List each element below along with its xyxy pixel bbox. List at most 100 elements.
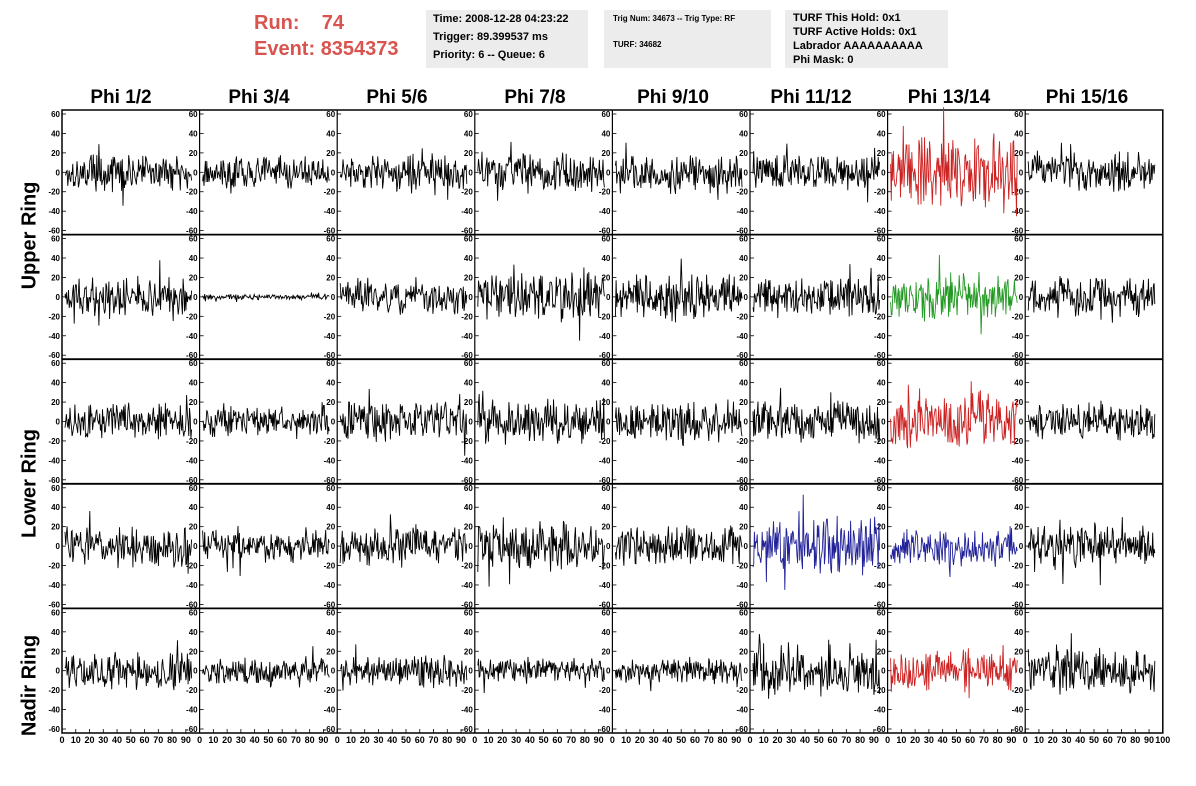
y-tick-label: -20 — [736, 686, 748, 695]
x-tick-label: 40 — [938, 735, 948, 745]
y-tick-label: -20 — [736, 312, 748, 321]
y-tick-label: 60 — [1014, 484, 1023, 493]
waveform-trace — [890, 254, 1018, 335]
waveform-trace — [1027, 517, 1156, 586]
waveform-trace — [64, 260, 193, 326]
waveform-trace — [202, 646, 330, 688]
y-tick-label: 60 — [51, 235, 60, 244]
y-tick-label: 0 — [606, 542, 611, 551]
y-tick-label: -40 — [48, 706, 60, 715]
y-tick-label: -20 — [186, 188, 198, 197]
x-tick-label: 30 — [98, 735, 108, 745]
y-tick-label: -20 — [324, 686, 336, 695]
y-tick-label: 60 — [739, 359, 748, 368]
waveform-trace — [64, 394, 193, 440]
y-tick-label: -60 — [736, 725, 748, 734]
waveform-trace — [614, 656, 743, 692]
y-tick-label: 60 — [877, 359, 886, 368]
y-tick-label: 40 — [1014, 129, 1023, 138]
y-tick-label: -60 — [324, 600, 336, 609]
y-tick-label: 20 — [189, 647, 198, 656]
y-tick-label: -60 — [874, 600, 886, 609]
y-tick-label: 40 — [51, 254, 60, 263]
x-tick-label: 60 — [140, 735, 150, 745]
y-tick-label: 40 — [877, 254, 886, 263]
y-tick-label: 0 — [1019, 293, 1024, 302]
y-tick-label: -60 — [1012, 351, 1024, 360]
y-tick-label: 60 — [739, 608, 748, 617]
y-tick-label: -20 — [736, 188, 748, 197]
x-tick-label: 80 — [855, 735, 865, 745]
y-tick-label: -60 — [186, 476, 198, 485]
y-tick-label: 60 — [739, 235, 748, 244]
y-tick-label: -60 — [48, 351, 60, 360]
x-tick-label: 70 — [153, 735, 163, 745]
x-tick-label: 40 — [250, 735, 260, 745]
y-tick-label: 40 — [326, 503, 335, 512]
y-tick-label: 0 — [468, 542, 473, 551]
y-tick-label: 20 — [1014, 647, 1023, 656]
waveform-trace — [477, 141, 605, 201]
y-tick-label: 20 — [1014, 273, 1023, 282]
y-tick-label: -20 — [186, 686, 198, 695]
y-tick-label: -40 — [874, 332, 886, 341]
y-tick-label: 60 — [189, 110, 198, 119]
y-tick-label: 40 — [51, 503, 60, 512]
y-tick-label: -60 — [324, 476, 336, 485]
y-tick-label: -60 — [736, 351, 748, 360]
y-tick-label: 40 — [51, 379, 60, 388]
y-tick-label: 40 — [601, 628, 610, 637]
x-tick-label: 60 — [277, 735, 287, 745]
y-tick-label: -40 — [186, 706, 198, 715]
y-tick-label: 0 — [468, 168, 473, 177]
y-tick-label: 60 — [601, 484, 610, 493]
y-tick-label: 20 — [739, 149, 748, 158]
waveform-trace — [752, 387, 881, 444]
y-tick-label: 20 — [1014, 149, 1023, 158]
x-tick-label: 0 — [747, 735, 752, 745]
x-tick-label: 30 — [1061, 735, 1071, 745]
y-tick-label: -60 — [599, 600, 611, 609]
y-tick-label: -40 — [48, 332, 60, 341]
x-tick-label: 10 — [71, 735, 81, 745]
waveform-trace — [1027, 142, 1156, 192]
x-tick-label: 20 — [773, 735, 783, 745]
y-tick-label: 60 — [601, 608, 610, 617]
y-tick-label: 0 — [331, 418, 336, 427]
y-tick-label: 60 — [877, 608, 886, 617]
y-tick-label: 60 — [877, 110, 886, 119]
x-tick-label: 80 — [1130, 735, 1140, 745]
y-tick-label: 60 — [51, 110, 60, 119]
y-tick-label: 40 — [1014, 503, 1023, 512]
y-tick-label: 20 — [326, 149, 335, 158]
waveform-trace — [202, 292, 330, 302]
y-tick-label: -60 — [461, 600, 473, 609]
y-tick-label: -60 — [48, 476, 60, 485]
x-tick-label: 70 — [704, 735, 714, 745]
event-label: Event: — [254, 38, 316, 60]
x-tick-label: 80 — [993, 735, 1003, 745]
x-tick-label: 90 — [1144, 735, 1154, 745]
y-tick-label: 60 — [739, 484, 748, 493]
y-tick-label: 0 — [331, 293, 336, 302]
y-tick-label: 0 — [881, 293, 886, 302]
x-tick-label: 60 — [1103, 735, 1113, 745]
y-tick-label: 20 — [877, 647, 886, 656]
y-tick-label: -20 — [736, 437, 748, 446]
y-tick-label: -40 — [461, 706, 473, 715]
y-tick-label: -20 — [599, 686, 611, 695]
x-tick-label: 60 — [552, 735, 562, 745]
run-info: Run: 74 Event: 8354373 — [254, 10, 399, 62]
y-tick-label: -60 — [186, 227, 198, 236]
y-tick-label: 60 — [601, 110, 610, 119]
y-tick-label: -20 — [1012, 562, 1024, 571]
y-tick-label: -40 — [324, 706, 336, 715]
x-tick-label: 0 — [1023, 735, 1028, 745]
y-tick-label: -40 — [48, 581, 60, 590]
y-tick-label: 0 — [56, 418, 61, 427]
waveform-trace — [477, 517, 605, 587]
y-tick-label: -40 — [599, 207, 611, 216]
y-tick-label: 40 — [189, 254, 198, 263]
y-tick-label: -60 — [599, 227, 611, 236]
